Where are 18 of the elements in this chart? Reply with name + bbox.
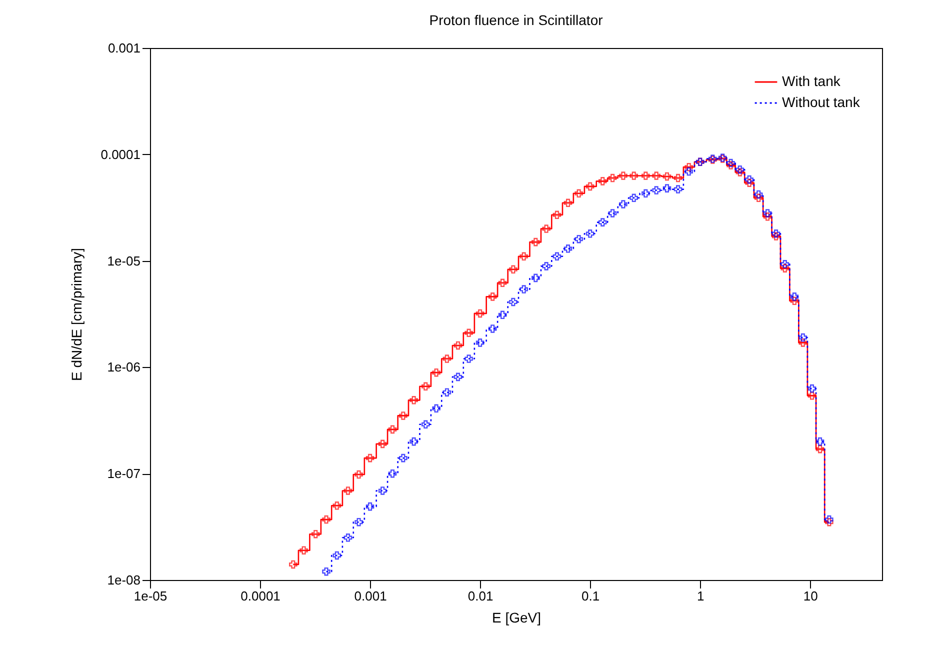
x-tick-label: 0.1 — [582, 588, 600, 604]
x-tick-label: 0.001 — [354, 588, 387, 604]
y-tick-label: 0.0001 — [100, 146, 140, 162]
y-tick-label: 0.001 — [108, 40, 140, 56]
y-tick-label: 1e-06 — [107, 360, 140, 375]
x-axis-title: E [GeV] — [492, 610, 542, 626]
y-tick-label: 1e-05 — [107, 253, 140, 268]
x-tick-label: 10 — [803, 588, 818, 604]
chart-title: Proton fluence in Scintillator — [429, 12, 604, 28]
y-tick-label: 1e-08 — [107, 572, 140, 588]
x-tick-label: 1 — [696, 588, 704, 604]
legend-label: Without tank — [782, 94, 861, 110]
legend-label: With tank — [782, 73, 842, 89]
x-tick-label: 0.0001 — [240, 588, 280, 604]
y-axis-title: E dN/dE [cm/primary] — [68, 248, 85, 382]
x-tick-label: 0.01 — [468, 588, 494, 604]
y-tick-label: 1e-07 — [107, 466, 140, 482]
x-tick-label: 1e-05 — [134, 588, 168, 604]
